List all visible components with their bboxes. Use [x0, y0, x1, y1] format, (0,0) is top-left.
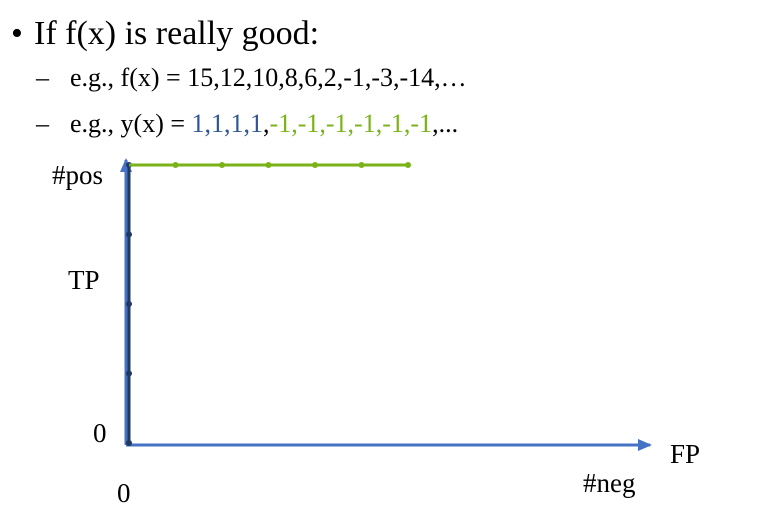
sequence-comma: , — [403, 109, 411, 138]
sequence-comma: , — [204, 109, 212, 138]
sequence-value: 1 — [230, 109, 244, 138]
sequence-comma: , — [291, 109, 298, 138]
fp-point — [172, 162, 179, 168]
y-top-label: #pos — [52, 160, 104, 190]
fp-point — [312, 162, 318, 168]
sequence-comma: , — [319, 109, 326, 138]
tp-point — [126, 370, 132, 377]
dash-marker: – — [36, 109, 49, 138]
sequence-comma: , — [375, 109, 383, 138]
yx-suffix: ,... — [432, 109, 459, 138]
sequence-value: -1 — [297, 109, 320, 138]
bullet-text: If f(x) is really good: — [34, 15, 320, 52]
sequence-comma: , — [243, 109, 251, 138]
y-axis-label: TP — [68, 265, 100, 295]
sequence-value: -1 — [269, 109, 292, 138]
sequence-value: -1 — [325, 109, 348, 138]
tp-point — [126, 301, 132, 307]
sequence-value: 1 — [250, 109, 264, 138]
x-axis-label: FP — [670, 439, 701, 469]
sequence-value: -1 — [382, 109, 404, 138]
tp-point — [126, 440, 132, 446]
fp-point — [219, 162, 225, 168]
fp-point — [265, 162, 272, 168]
dash-marker: – — [36, 63, 49, 92]
bullet-heading: • If f(x) is really good: — [0, 14, 319, 54]
roc-curve — [126, 162, 411, 446]
sequence-comma: , — [263, 109, 270, 138]
tp-point — [126, 231, 132, 238]
x-zero-label: 0 — [117, 478, 131, 508]
sequence-comma: , — [347, 109, 355, 138]
bullet-marker: • — [11, 15, 23, 52]
sequence-value: -1 — [410, 109, 433, 138]
sequence-value: 1 — [211, 109, 225, 138]
fp-point — [358, 162, 365, 168]
fx-prefix: e.g., f(x) = — [70, 63, 188, 92]
yx-sequence: 1,1,1,1,-1,-1,-1,-1,-1,-1 — [192, 109, 433, 138]
y-zero-label: 0 — [93, 418, 107, 448]
sequence-value: -1 — [354, 109, 376, 138]
x-end-label: #neg — [583, 468, 636, 498]
fp-point — [405, 162, 411, 168]
sequence-comma: , — [224, 109, 231, 138]
yx-prefix: e.g., y(x) = — [70, 109, 192, 138]
fx-sequence: 15,12,10,8,6,2,-1,-3,-14,… — [187, 63, 467, 92]
sub-item-fx: – e.g., f(x) = 15,12,10,8,6,2,-1,-3,-14,… — [36, 62, 467, 94]
sequence-value: 1 — [191, 109, 205, 138]
sub-item-yx: – e.g., y(x) = 1,1,1,1,-1,-1,-1,-1,-1,-1,… — [36, 108, 458, 140]
